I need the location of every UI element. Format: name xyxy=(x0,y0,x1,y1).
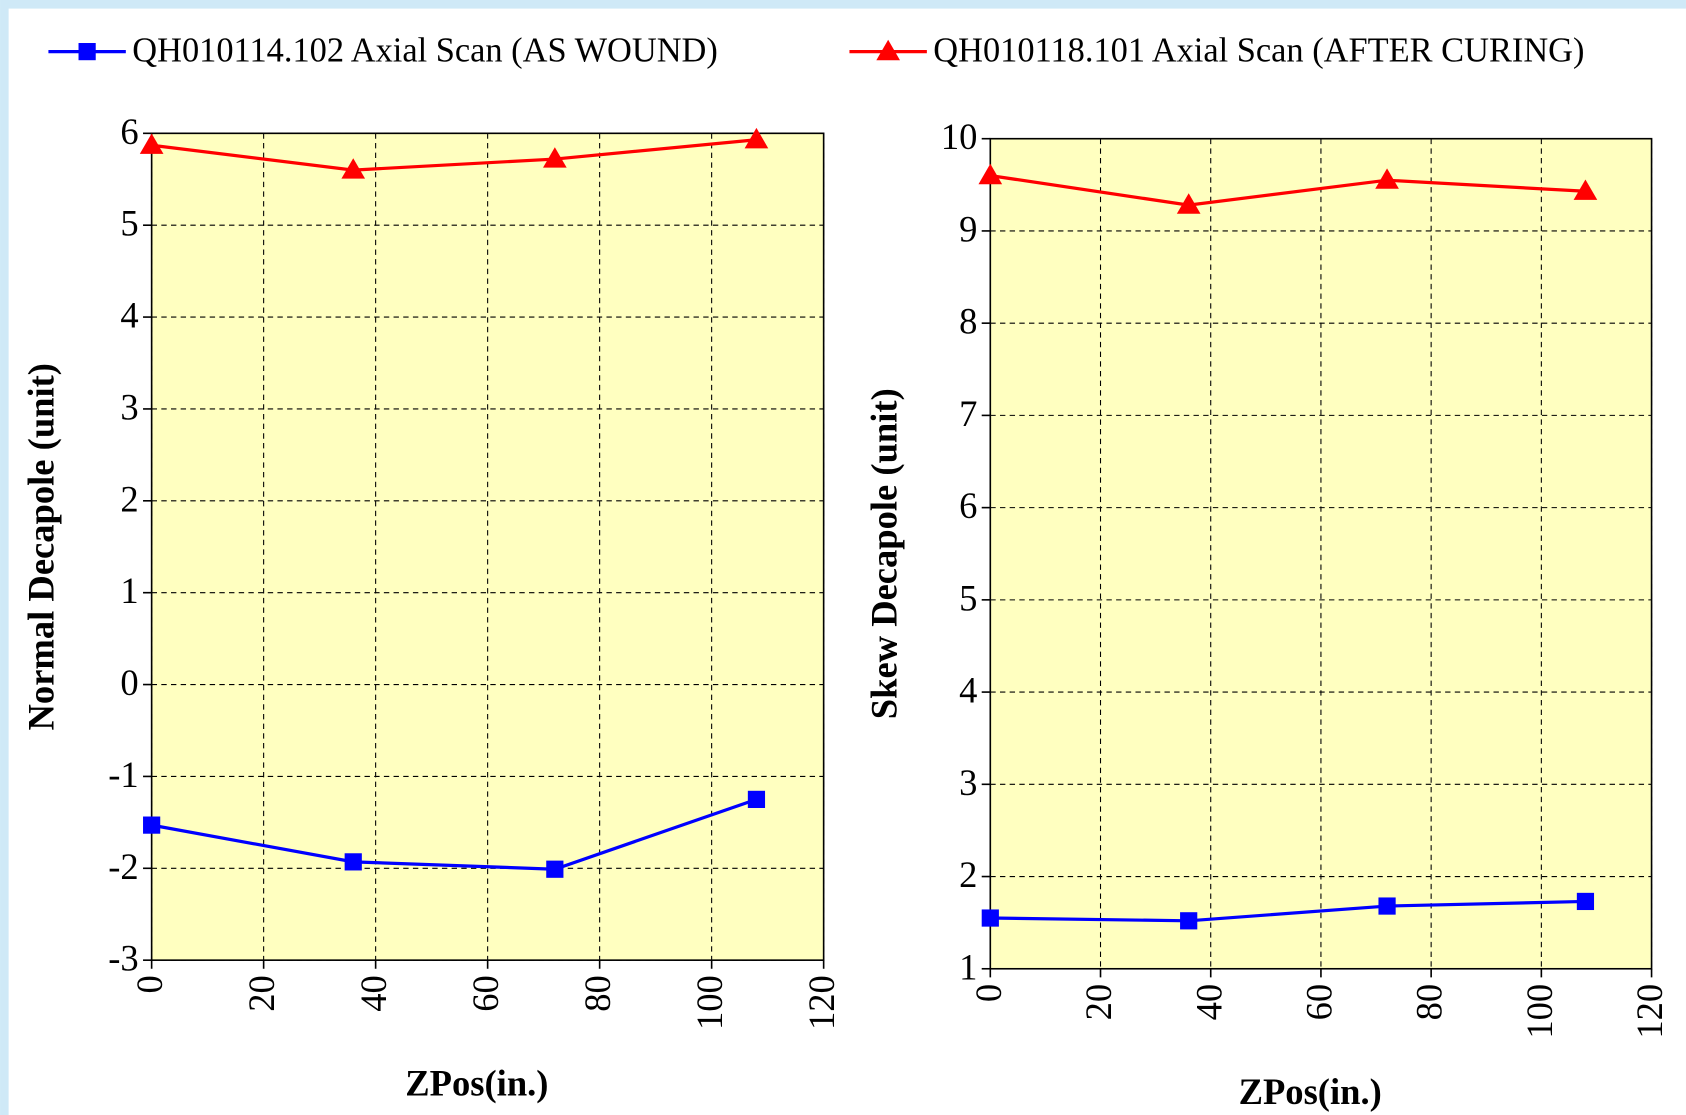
marker xyxy=(1576,892,1595,911)
y-tick-label: 6 xyxy=(959,485,977,526)
y-axis-label: Normal Decapole (unit) xyxy=(21,363,62,730)
plot-border xyxy=(989,137,1653,970)
y-tick-label: 2 xyxy=(959,854,977,895)
x-axis-label: ZPos(in.) xyxy=(1239,1071,1382,1112)
y-tick-label: 1 xyxy=(959,946,977,987)
series-line xyxy=(990,173,1586,207)
y-tick-label: 2 xyxy=(120,478,138,519)
x-tick-label: 80 xyxy=(1409,984,1450,1021)
y-tick-label: -1 xyxy=(108,754,138,795)
marker xyxy=(78,43,96,61)
y-tick-label: 3 xyxy=(120,386,138,427)
x-tick-label: 40 xyxy=(353,975,394,1012)
marker xyxy=(1176,193,1201,214)
x-tick-label: 20 xyxy=(1078,984,1119,1021)
x-tick-label: 80 xyxy=(577,975,618,1012)
y-tick-label: 3 xyxy=(959,762,977,803)
y-tick-label: 0 xyxy=(120,662,138,703)
x-tick-label: 20 xyxy=(241,975,282,1012)
x-tick-label: 60 xyxy=(465,975,506,1012)
marker xyxy=(747,790,766,808)
y-tick-label: 5 xyxy=(959,577,977,618)
marker xyxy=(344,853,362,871)
marker xyxy=(139,133,164,154)
plot-area xyxy=(990,138,1652,969)
series-line xyxy=(151,138,757,172)
x-tick-label: 100 xyxy=(1519,984,1560,1039)
x-tick-label: 120 xyxy=(1629,984,1670,1039)
y-axis-label: Skew Decapole (unit) xyxy=(864,388,905,719)
marker xyxy=(1180,912,1198,930)
y-tick-label: 1 xyxy=(120,570,138,611)
x-axis-label: ZPos(in.) xyxy=(405,1062,548,1103)
plot-border xyxy=(150,132,825,961)
marker xyxy=(1378,897,1396,915)
marker xyxy=(1573,179,1598,200)
y-tick-label: 9 xyxy=(959,208,977,249)
marker xyxy=(876,39,900,61)
x-tick-label: 40 xyxy=(1188,984,1229,1021)
marker xyxy=(744,127,769,149)
marker xyxy=(546,860,564,878)
y-tick-label: 8 xyxy=(959,301,977,342)
marker xyxy=(978,163,1003,185)
y-tick-label: 4 xyxy=(959,670,977,711)
series-line xyxy=(990,899,1586,923)
y-tick-label: 10 xyxy=(941,116,978,157)
legend-label: QH010118.101 Axial Scan (AFTER CURING) xyxy=(933,32,1584,70)
legend-label: QH010114.102 Axial Scan (AS WOUND) xyxy=(132,32,718,70)
marker xyxy=(143,816,161,834)
x-tick-label: 120 xyxy=(801,975,842,1030)
x-tick-label: 100 xyxy=(689,975,730,1030)
x-tick-label: 0 xyxy=(129,975,170,993)
plot-area xyxy=(151,133,824,961)
x-tick-label: 60 xyxy=(1298,984,1339,1021)
marker xyxy=(981,909,999,927)
y-tick-label: -2 xyxy=(108,846,138,887)
series-line xyxy=(151,797,757,871)
marker xyxy=(341,158,366,179)
y-tick-label: -3 xyxy=(108,938,138,979)
y-tick-label: 5 xyxy=(120,203,138,244)
x-tick-label: 0 xyxy=(968,984,1009,1002)
y-tick-label: 7 xyxy=(959,393,977,434)
marker xyxy=(1375,168,1399,189)
y-tick-label: 6 xyxy=(120,111,138,152)
y-tick-label: 4 xyxy=(120,295,138,336)
marker xyxy=(543,147,567,168)
